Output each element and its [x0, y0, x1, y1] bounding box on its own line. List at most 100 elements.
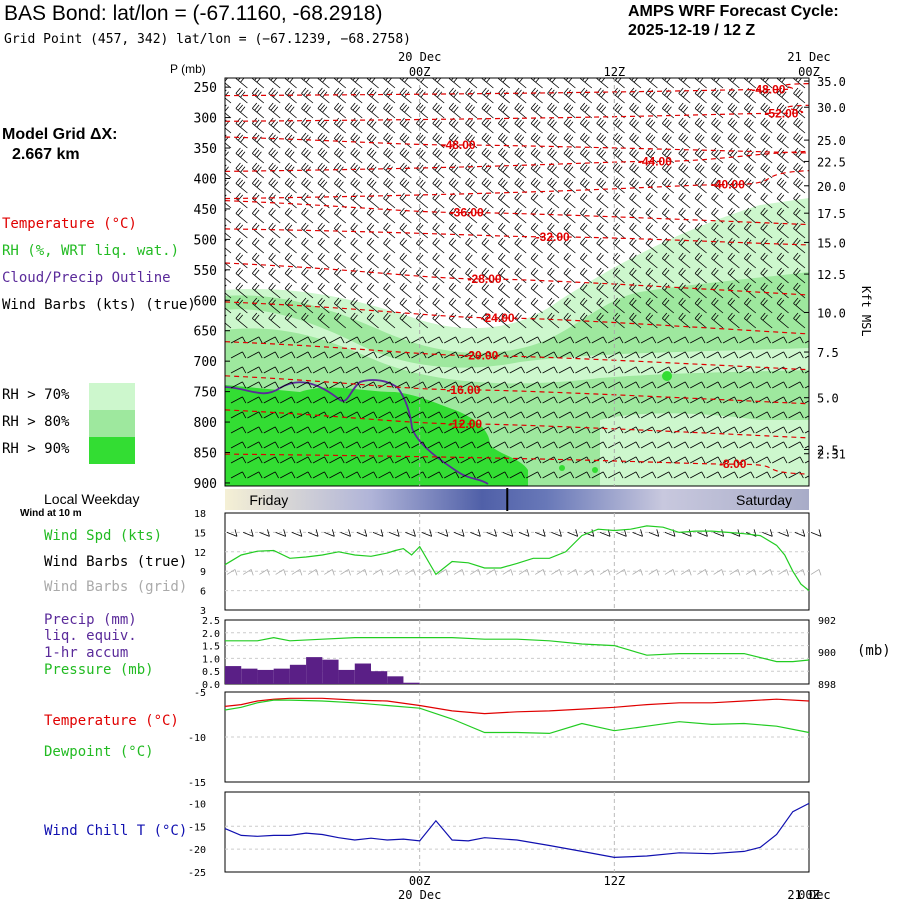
wind-barb — [542, 426, 558, 434]
wind-barb — [547, 192, 560, 209]
wind-barb — [394, 456, 411, 464]
wind-barb — [760, 207, 773, 224]
precip-liq-legend: liq. equiv. — [44, 628, 137, 644]
wind-barb — [547, 267, 560, 284]
wind-barb — [624, 366, 640, 374]
dewpoint-series-legend: Dewpoint (°C) — [44, 744, 154, 760]
wind-barb — [760, 117, 773, 134]
wind-barb — [558, 396, 575, 404]
wind-barb — [509, 366, 525, 374]
wind-barb — [563, 78, 576, 89]
isotherm-label: -48.00 — [442, 138, 476, 152]
wind-barb — [366, 267, 379, 284]
wind-barb — [301, 177, 314, 194]
wind-barb — [563, 87, 576, 104]
grid-wind-barb — [421, 569, 433, 576]
wind-barb — [301, 267, 314, 284]
wind-barb — [760, 237, 773, 254]
wind-barb — [776, 78, 789, 89]
wind-barb — [575, 381, 591, 389]
wind-barb — [772, 456, 788, 464]
wind-barb — [251, 87, 265, 104]
surface-wind-barb — [518, 529, 530, 537]
wind-barb — [383, 147, 396, 164]
wind-barb — [280, 441, 296, 449]
isotherm-label: -40.00 — [711, 178, 745, 192]
wind-barb — [547, 117, 560, 134]
wind-barb — [542, 471, 558, 479]
grid-wind-barb — [729, 569, 741, 576]
wind-barb — [776, 207, 789, 224]
wind-barb — [448, 237, 461, 254]
wind-barb — [788, 441, 804, 449]
wind-barb — [378, 441, 394, 449]
wind-barb — [427, 441, 443, 449]
wind-barb — [378, 456, 394, 464]
wind-barb — [776, 132, 789, 149]
wind-barb — [624, 336, 640, 344]
wind-barb — [558, 366, 575, 374]
grid-wind-barb — [356, 569, 368, 576]
wind-barb — [804, 460, 809, 464]
height-tick-label: 17.5 — [817, 207, 846, 221]
wind-barb — [673, 336, 689, 344]
wind-barb — [760, 162, 773, 179]
wind-barb — [547, 132, 560, 149]
wind-barb — [563, 282, 576, 299]
wind-barb — [481, 282, 494, 299]
wind-barb — [776, 102, 789, 119]
wind-barb — [678, 192, 691, 209]
height-tick-label: 7.5 — [817, 346, 839, 360]
wind-barb — [793, 282, 806, 299]
wind-barb — [629, 207, 642, 224]
wind-barb — [591, 441, 607, 449]
wind-barb — [530, 102, 543, 119]
wind-barb — [661, 207, 675, 224]
grid-wind-barb — [307, 569, 319, 576]
top-time-label: 12Z — [603, 65, 625, 79]
wind-barb — [804, 400, 809, 404]
wind-barb — [476, 366, 493, 374]
wind-barb — [526, 336, 542, 344]
wind-barb — [645, 177, 658, 194]
wind-barb — [776, 147, 789, 164]
wind-barb — [591, 411, 607, 419]
wind-barb — [722, 471, 739, 479]
wind-barb — [350, 132, 363, 149]
wind-barb — [563, 147, 576, 164]
wind-barb — [263, 426, 279, 434]
isotherm — [225, 170, 809, 200]
wind-barb — [399, 132, 412, 149]
wind-barb — [706, 351, 722, 359]
wind-barb — [690, 426, 706, 434]
wind-barb — [776, 267, 789, 284]
wind-barb — [394, 366, 411, 374]
wind-barb — [722, 411, 739, 419]
wind-barb — [329, 351, 345, 359]
wind-barb — [547, 222, 560, 239]
wind-barb — [427, 471, 443, 479]
wind-barb — [526, 426, 542, 434]
wind-barb — [690, 381, 706, 389]
wind-barb — [640, 411, 657, 419]
height-tick-label: 2.31 — [817, 448, 846, 462]
wind-barb — [268, 282, 281, 299]
rh70-label: RH > 70% — [2, 387, 70, 403]
wind-barb — [629, 252, 642, 269]
wind-barb — [301, 132, 314, 149]
surface-wind-barb — [356, 529, 368, 537]
rh80-swatch — [89, 410, 135, 437]
wind-barb — [629, 162, 642, 179]
wind-barb — [301, 237, 314, 254]
wind-barb — [690, 366, 706, 374]
wind-barb — [415, 78, 429, 89]
wind-barb — [362, 441, 378, 449]
wind-barb — [526, 411, 542, 419]
wind-barb — [558, 456, 575, 464]
wind-barb — [251, 117, 265, 134]
top-time-label: 20 Dec — [398, 50, 441, 64]
surface-wind-barb — [470, 529, 481, 537]
wind-barb — [497, 282, 511, 299]
wind-barb — [465, 222, 478, 239]
